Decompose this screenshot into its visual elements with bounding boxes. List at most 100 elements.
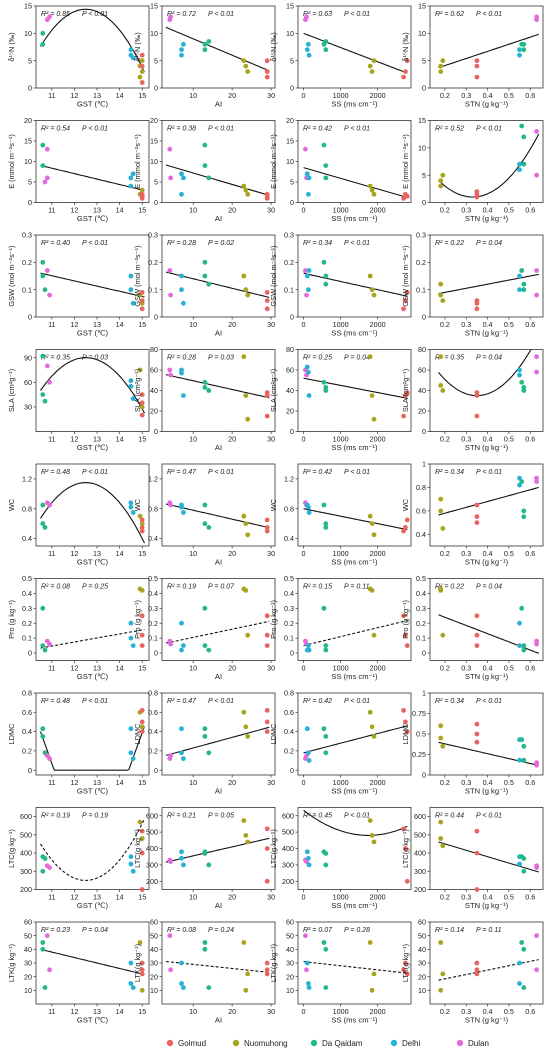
y-axis-label: GSW (mol m⁻²s⁻¹) [401, 245, 410, 306]
y-tick-label: 400 [282, 844, 294, 853]
fit-line [165, 374, 270, 399]
data-point [534, 967, 539, 973]
data-point [181, 643, 186, 648]
r-squared-label: R² = 0.54 [41, 126, 70, 133]
data-point [367, 818, 373, 823]
data-point [128, 960, 134, 966]
fit-line [40, 8, 145, 73]
x-tick-label: 0.2 [440, 91, 450, 100]
panel-0-3: 0 5 10 15 0.2 0.3 0.4 0.5 0.6 STN (g kg⁻¹) δ¹⁵N (‰… [401, 2, 544, 109]
data-point [179, 855, 184, 861]
panel-7-0: 200 300 400 500 600 11 12 13 14 15 GST (℃) LTC(g kg… [7, 807, 150, 910]
data-point [130, 510, 136, 515]
y-tick-label: 5 [28, 56, 32, 65]
data-point [440, 843, 446, 849]
data-point [369, 833, 375, 838]
y-tick-label: 5 [290, 178, 294, 187]
y-tick-label: 50 [24, 931, 32, 940]
data-point [371, 292, 377, 298]
y-tick-label: 0.8 [22, 504, 32, 513]
data-point [306, 750, 311, 756]
data-point [128, 635, 134, 641]
data-point [139, 187, 145, 193]
x-tick-label: 14 [116, 778, 124, 787]
r-squared-label: R² = 0.34 [435, 698, 464, 705]
data-point [440, 632, 446, 638]
x-tick-label: 1000 [333, 664, 349, 673]
fit-line [438, 33, 539, 69]
y-tick-label: 0 [28, 84, 32, 93]
y-axis-label: LTK(g kg⁻¹) [133, 944, 142, 982]
r-squared-label: R² = 0.48 [41, 698, 70, 705]
data-point [47, 379, 52, 385]
data-point [243, 393, 249, 398]
r-squared-label: R² = 0.23 [41, 927, 70, 934]
y-axis-label: LTC(g kg⁻¹) [7, 829, 16, 868]
y-tick-label: 0 [290, 766, 294, 775]
y-axis-label: Pro (g kg⁻¹) [133, 600, 142, 639]
y-tick-label: 0.8 [148, 504, 158, 513]
data-point [202, 851, 208, 856]
data-point [40, 41, 46, 47]
x-tick-label: 2000 [370, 1007, 386, 1016]
legend-label: Nuomuhong [244, 1039, 288, 1048]
y-tick-label: 0.4 [22, 589, 32, 598]
panel-frame [35, 234, 150, 318]
y-tick-label: 60 [286, 366, 294, 375]
y-tick-label: 500 [20, 830, 32, 839]
panel-6-1: 0 0.2 0.4 0.6 0.8 10 20 30 AI LDMC R² = 0.47 P < 0.… [133, 689, 276, 796]
data-point [179, 726, 184, 732]
y-tick-label: 0.4 [148, 534, 158, 543]
x-tick-label: 12 [70, 778, 78, 787]
y-tick-label: 0.4 [416, 530, 426, 539]
x-tick-label: 11 [48, 778, 55, 787]
y-axis-label: WC [269, 498, 278, 511]
data-point [517, 757, 522, 763]
data-point [440, 172, 446, 178]
r-squared-label: R² = 0.47 [167, 469, 197, 476]
data-point [128, 981, 134, 986]
x-tick-label: 14 [116, 893, 124, 902]
panel-frame [297, 5, 412, 89]
data-point [401, 306, 406, 312]
data-point [534, 14, 539, 20]
y-axis-label: WC [133, 498, 142, 511]
x-tick-label: 20 [228, 206, 236, 215]
data-point [403, 719, 408, 725]
y-axis-label: Pro (g kg⁻¹) [269, 600, 278, 639]
y-tick-label: 300 [282, 861, 294, 870]
data-point [306, 287, 311, 293]
data-point [168, 641, 174, 647]
data-point [139, 887, 145, 892]
x-tick-label: 0.5 [504, 549, 514, 558]
data-point [264, 708, 270, 713]
y-tick-label: 0.3 [148, 231, 158, 240]
x-tick-label: 0.5 [504, 435, 514, 444]
x-tick-label: 15 [138, 664, 146, 673]
y-tick-label: 0 [290, 649, 294, 658]
data-point [47, 865, 52, 870]
y-tick-label: 0.2 [284, 619, 294, 628]
x-tick-label: 0.5 [504, 778, 514, 787]
y-tick-label: 0 [154, 198, 158, 207]
data-point [264, 967, 270, 973]
y-axis-label: LDMC [269, 723, 278, 745]
p-value-label: P = 0.25 [82, 584, 108, 591]
x-tick-label: 12 [70, 664, 78, 673]
p-value-label: P < 0.01 [82, 126, 108, 133]
y-tick-label: 0 [422, 313, 426, 322]
data-point [403, 960, 408, 966]
fit-line [303, 272, 408, 297]
data-point [534, 354, 539, 360]
data-point [179, 171, 184, 177]
y-tick-label: 15 [286, 137, 294, 146]
data-point [128, 861, 134, 867]
y-tick-label: 400 [414, 849, 426, 858]
y-tick-label: 0.2 [284, 258, 294, 267]
data-point [139, 987, 145, 993]
data-point [139, 63, 145, 69]
data-point [243, 724, 249, 730]
y-tick-label: 0.1 [148, 634, 158, 643]
data-point [139, 719, 145, 725]
data-point [304, 171, 310, 177]
